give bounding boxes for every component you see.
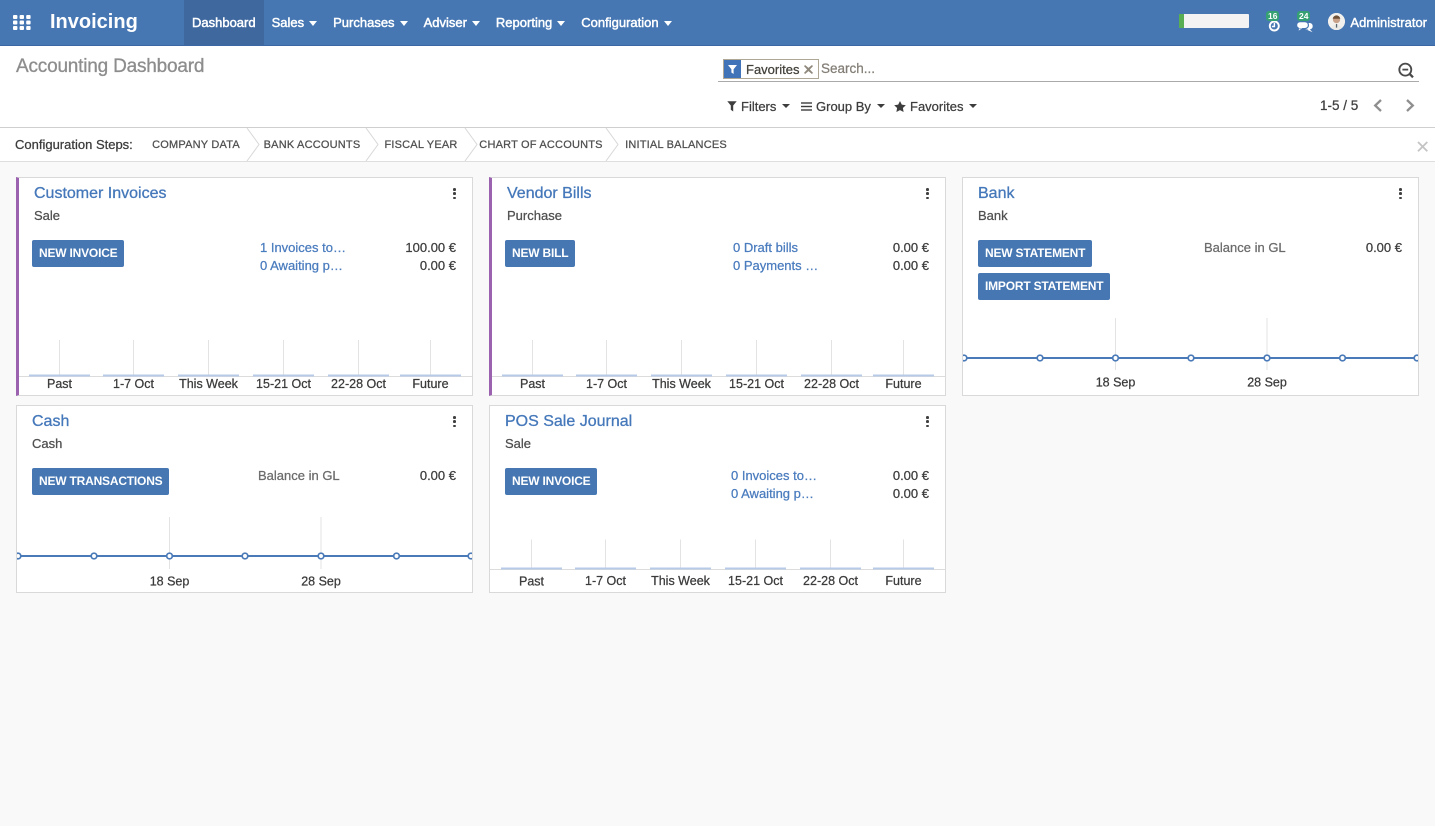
svg-text:1-7 Oct: 1-7 Oct <box>113 377 155 391</box>
svg-text:18 Sep: 18 Sep <box>1096 376 1136 390</box>
svg-text:28 Sep: 28 Sep <box>1247 376 1287 390</box>
svg-text:Future: Future <box>885 377 921 391</box>
svg-text:28 Sep: 28 Sep <box>301 575 341 589</box>
svg-text:Past: Past <box>519 575 545 589</box>
svg-text:Past: Past <box>520 377 546 391</box>
svg-text:18 Sep: 18 Sep <box>150 575 190 589</box>
svg-text:This Week: This Week <box>651 574 711 588</box>
svg-text:Past: Past <box>47 377 73 391</box>
svg-text:15-21 Oct: 15-21 Oct <box>729 377 784 391</box>
svg-text:Future: Future <box>412 377 448 391</box>
svg-text:Future: Future <box>885 574 921 588</box>
svg-text:22-28 Oct: 22-28 Oct <box>804 377 859 391</box>
svg-text:1-7 Oct: 1-7 Oct <box>585 574 627 588</box>
svg-text:22-28 Oct: 22-28 Oct <box>803 574 858 588</box>
svg-text:This Week: This Week <box>179 377 239 391</box>
svg-text:22-28 Oct: 22-28 Oct <box>331 377 386 391</box>
svg-text:This Week: This Week <box>652 377 712 391</box>
svg-text:1-7 Oct: 1-7 Oct <box>586 377 628 391</box>
svg-text:15-21 Oct: 15-21 Oct <box>256 377 311 391</box>
svg-text:15-21 Oct: 15-21 Oct <box>728 574 783 588</box>
